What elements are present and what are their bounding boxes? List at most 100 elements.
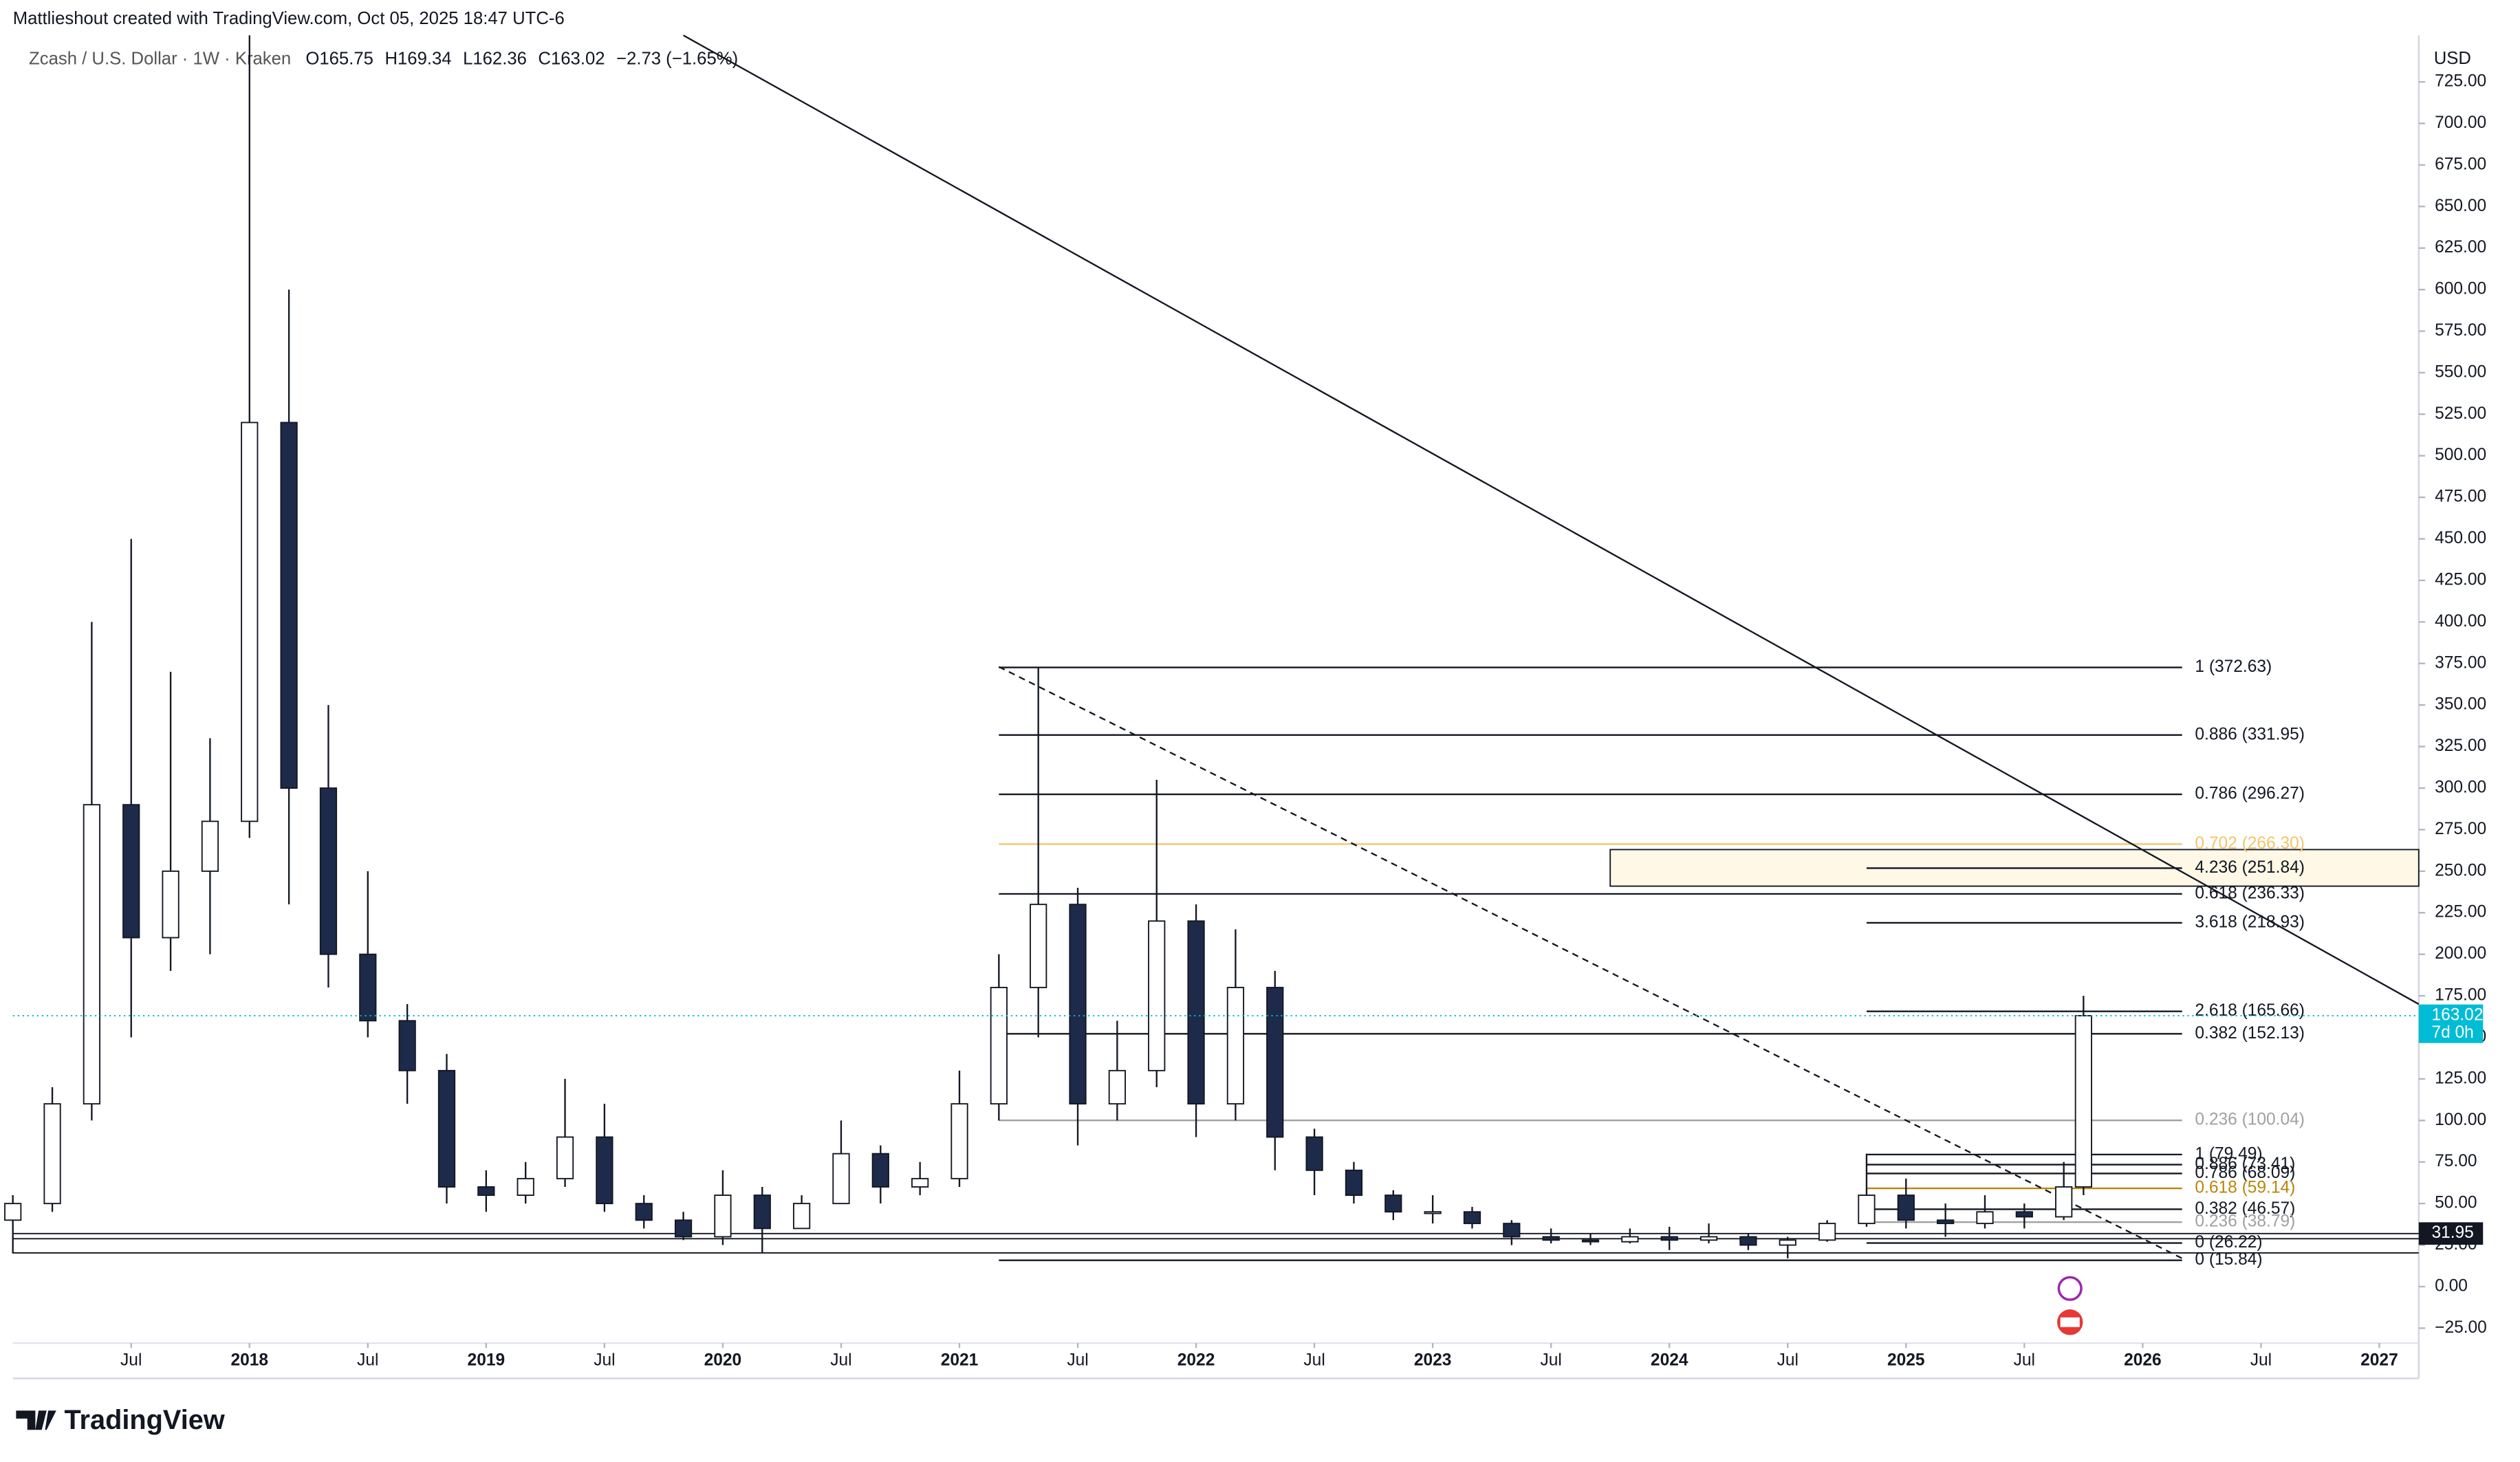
- x-tick-label: Jul: [2250, 1351, 2272, 1369]
- candle-body: [1660, 1236, 1678, 1241]
- brand: TradingView: [64, 1405, 224, 1435]
- candle-body: [1266, 987, 1284, 1138]
- plot: −25.000.0025.0050.0075.00100.00125.00150…: [4, 34, 2487, 1369]
- candle-body: [1148, 920, 1166, 1071]
- level-box: [2418, 1222, 2484, 1245]
- candle-body: [122, 804, 140, 939]
- open: O165.75: [305, 49, 373, 68]
- fib-label: 0.382 (46.57): [2195, 1199, 2295, 1218]
- fib-label: 3.618 (218.93): [2195, 913, 2305, 931]
- y-tick-label: 575.00: [2435, 321, 2486, 340]
- candle-body: [911, 1177, 929, 1188]
- logo-mark: [16, 1410, 56, 1430]
- legend: Zcash / U.S. Dollar · 1W · Kraken O165.7…: [29, 49, 738, 68]
- icons: [2057, 1276, 2083, 1335]
- candle-body: [596, 1136, 613, 1205]
- currency: USD: [2434, 49, 2471, 68]
- y-tick-label: 500.00: [2435, 446, 2486, 464]
- candle-body: [990, 987, 1008, 1105]
- candle-body: [2074, 1015, 2092, 1188]
- fib-label: 0 (26.22): [2195, 1233, 2262, 1252]
- candle-body: [674, 1219, 693, 1238]
- candle-body: [1030, 904, 1047, 988]
- x-tick-label: Jul: [1777, 1351, 1799, 1369]
- candle-body: [517, 1177, 534, 1196]
- candle-body: [1818, 1223, 1836, 1241]
- candle-body: [1779, 1239, 1796, 1246]
- fib-label: 0.382 (152.13): [2195, 1024, 2305, 1043]
- y-tick-label: 675.00: [2435, 155, 2486, 173]
- y-tick-label: 625.00: [2435, 238, 2486, 257]
- candle-body: [280, 422, 298, 789]
- y-tick-label: 250.00: [2435, 861, 2486, 880]
- logo: TradingView: [16, 1405, 225, 1435]
- high: H169.34: [384, 49, 451, 68]
- price-box: [2418, 1004, 2484, 1043]
- fib-label: 4.236 (251.84): [2195, 858, 2305, 877]
- x-tick-label: 2026: [2124, 1351, 2162, 1369]
- low: L162.36: [463, 49, 527, 68]
- y-tick-label: 125.00: [2435, 1069, 2486, 1087]
- y-tick-label: −25.00: [2435, 1318, 2487, 1337]
- y-tick-label: 550.00: [2435, 362, 2486, 381]
- fib-label: 0.236 (100.04): [2195, 1111, 2305, 1129]
- y-tick-label: 700.00: [2435, 113, 2486, 132]
- y-tick-label: 275.00: [2435, 820, 2486, 838]
- candle-body: [1069, 904, 1087, 1105]
- y-tick-label: 650.00: [2435, 197, 2486, 215]
- y-tick-label: 450.00: [2435, 529, 2486, 547]
- y-tick-label: 325.00: [2435, 737, 2486, 755]
- candle-body: [4, 1203, 22, 1221]
- fib-label: 0.618 (59.14): [2195, 1179, 2295, 1197]
- candle-body: [1542, 1236, 1560, 1241]
- x-tick-label: 2019: [468, 1351, 506, 1369]
- y-tick-label: 475.00: [2435, 488, 2486, 506]
- x-tick-label: 2024: [1651, 1351, 1688, 1369]
- fib-label: 0.786 (68.09): [2195, 1164, 2295, 1182]
- candle-body: [1937, 1219, 1955, 1225]
- x-tick-label: 2018: [230, 1351, 268, 1369]
- y-tick-label: 50.00: [2435, 1194, 2477, 1212]
- candle-body: [1108, 1069, 1126, 1105]
- candle-body: [398, 1020, 416, 1071]
- fib-label: 0 (15.84): [2195, 1250, 2262, 1269]
- candle-body: [437, 1069, 456, 1188]
- credit: Mattlieshout created with TradingView.co…: [13, 9, 565, 28]
- y-tick-label: 600.00: [2435, 280, 2486, 298]
- y-tick-label: 225.00: [2435, 903, 2486, 921]
- candle-body: [753, 1194, 771, 1230]
- x-tick-label: 2023: [1414, 1351, 1452, 1369]
- candle-body: [1699, 1236, 1718, 1241]
- candle-body: [201, 820, 219, 872]
- y-tick-label: 75.00: [2435, 1152, 2477, 1170]
- candle-body: [162, 870, 180, 939]
- x-tick-label: 2027: [2360, 1351, 2398, 1369]
- y-tick-label: 200.00: [2435, 944, 2486, 963]
- fib-label: 0.618 (236.33): [2195, 884, 2305, 902]
- y-tick-label: 525.00: [2435, 404, 2486, 423]
- y-tick-label: 425.00: [2435, 570, 2486, 589]
- fib-label: 1 (372.63): [2195, 657, 2272, 676]
- candle-body: [1463, 1211, 1481, 1225]
- candle-body: [1581, 1239, 1600, 1243]
- x-tick-label: 2020: [704, 1351, 742, 1369]
- candle-body: [714, 1194, 732, 1238]
- fib-label: 0.886 (73.41): [2195, 1155, 2295, 1173]
- candle-body: [871, 1153, 889, 1188]
- candle-body: [477, 1186, 495, 1196]
- candle-body: [359, 953, 377, 1022]
- fib-label: 0.786 (296.27): [2195, 785, 2305, 803]
- candle-body: [1305, 1136, 1323, 1171]
- candle-body: [1858, 1194, 1876, 1225]
- candle-body: [1503, 1223, 1521, 1238]
- candle-body: [319, 787, 338, 955]
- candle-body: [1384, 1194, 1402, 1213]
- candle-body: [1897, 1194, 1915, 1221]
- trendline: [683, 34, 2420, 1005]
- y-tick-label: 400.00: [2435, 612, 2486, 631]
- candle-body: [241, 422, 259, 822]
